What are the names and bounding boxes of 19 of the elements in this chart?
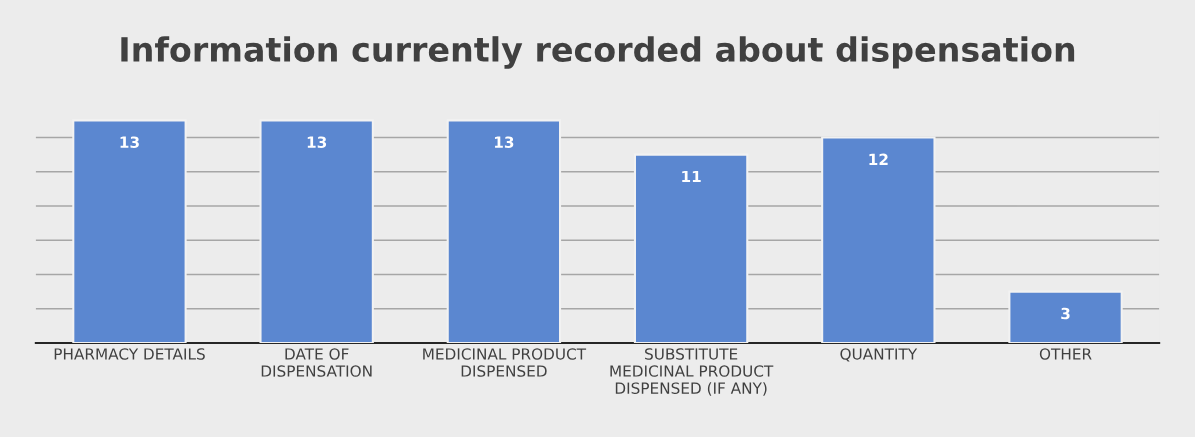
x-tick-label: SUBSTITUTE MEDICINAL PRODUCT DISPENSED (IF ANY) (610, 348, 774, 396)
data-label: 13 (120, 136, 139, 148)
bar (259, 119, 374, 344)
bar (446, 119, 562, 344)
bar (633, 153, 749, 344)
data-label: 3 (1061, 307, 1070, 320)
chart-title: Information currently recorded about dispensation (121, 36, 1075, 69)
data-label: 13 (494, 136, 514, 148)
x-tick-label: DATE OF DISPENSATION (261, 348, 372, 377)
data-label: 12 (869, 153, 888, 165)
x-tick-label: QUANTITY (840, 348, 918, 362)
data-label: 13 (307, 136, 327, 148)
bar (1008, 290, 1123, 344)
x-tick-label: PHARMACY DETAILS (54, 348, 205, 360)
x-tick-label: MEDICINAL PRODUCT DISPENSED (423, 348, 587, 377)
bar (821, 136, 936, 344)
x-tick-label: OTHER (1039, 348, 1092, 360)
bar (72, 119, 187, 344)
data-label: 11 (682, 170, 701, 183)
